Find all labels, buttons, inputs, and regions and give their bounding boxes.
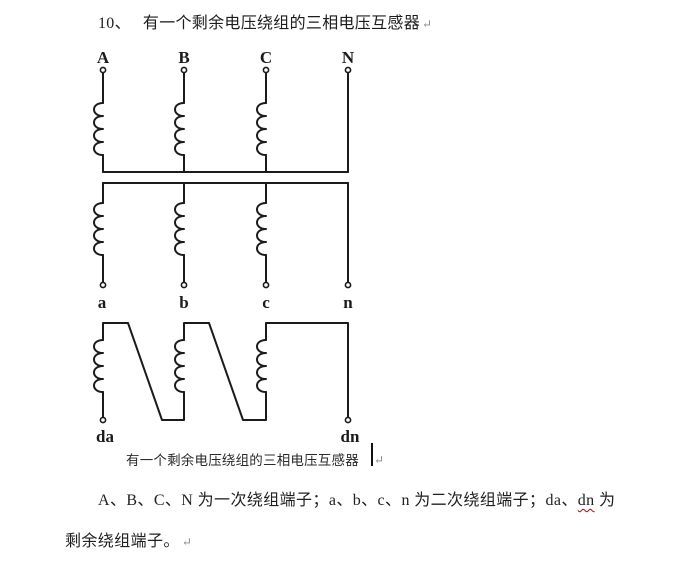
terminal-label-dn: dn xyxy=(341,427,360,446)
coil-residual-2 xyxy=(174,339,185,393)
terminal-label-n: n xyxy=(343,293,353,312)
terminal-labels: A B C N a b c n da dn xyxy=(96,48,360,446)
body-text: 剩余绕组端子。 xyxy=(65,533,180,550)
body-paragraph-line2[interactable]: 剩余绕组端子。 ↵ xyxy=(65,527,192,551)
terminal-label-c: c xyxy=(262,293,270,312)
body-paragraph-line1[interactable]: A、B、C、N 为一次绕组端子；a、b、c、n 为二次绕组端子；da、dn 为 xyxy=(98,486,615,510)
title-text: 有一个剩余电压绕组的三相电压互感器 xyxy=(142,15,421,32)
terminal-N-node xyxy=(344,66,352,74)
zigzag-link-2 xyxy=(183,322,267,421)
terminal-a-node xyxy=(99,281,107,289)
zigzag-link-3 xyxy=(265,322,349,418)
terminal-dn-node xyxy=(344,416,352,424)
primary-winding xyxy=(93,66,352,173)
paragraph-return-mark: ↵ xyxy=(374,453,385,467)
spellcheck-underlined-word: dn xyxy=(577,492,595,509)
coil-secondary-b xyxy=(174,202,185,256)
paragraph-return-mark: ↵ xyxy=(181,535,193,549)
coil-residual-1 xyxy=(93,339,104,393)
terminal-label-C: C xyxy=(260,48,272,67)
paragraph-return-mark: ↵ xyxy=(422,17,433,31)
coil-primary-b xyxy=(174,102,185,156)
terminal-c-node xyxy=(262,281,270,289)
terminal-label-b: b xyxy=(179,293,188,312)
terminal-b-node xyxy=(180,281,188,289)
residual-winding xyxy=(93,322,352,424)
coil-primary-c xyxy=(256,102,267,156)
terminal-C-node xyxy=(262,66,270,74)
body-text: 为 xyxy=(594,492,616,509)
transformer-schematic-image[interactable]: A B C N a b c n da dn xyxy=(80,45,370,447)
zigzag-link-1 xyxy=(102,322,185,421)
terminal-A-node xyxy=(99,66,107,74)
terminal-label-da: da xyxy=(96,427,114,446)
terminal-label-N: N xyxy=(342,48,355,67)
coil-residual-3 xyxy=(256,339,267,393)
secondary-winding xyxy=(93,182,352,289)
figure-caption[interactable]: 有一个剩余电压绕组的三相电压互感器 xyxy=(126,453,359,468)
title-paragraph[interactable]: 10、 有一个剩余电压绕组的三相电压互感器 ↵ xyxy=(98,9,432,33)
text-caret xyxy=(371,443,373,466)
terminal-label-A: A xyxy=(97,48,110,67)
terminal-n-node xyxy=(344,281,352,289)
coil-secondary-c xyxy=(256,202,267,256)
coil-primary-a xyxy=(93,102,104,156)
body-text: A、B、C、N 为一次绕组端子；a、b、c、n 为二次绕组端子；da、 xyxy=(98,492,578,509)
terminal-label-a: a xyxy=(98,293,107,312)
terminal-B-node xyxy=(180,66,188,74)
coil-secondary-a xyxy=(93,202,104,256)
terminal-da-node xyxy=(99,416,107,424)
list-number: 10、 xyxy=(98,15,131,32)
terminal-label-B: B xyxy=(178,48,189,67)
